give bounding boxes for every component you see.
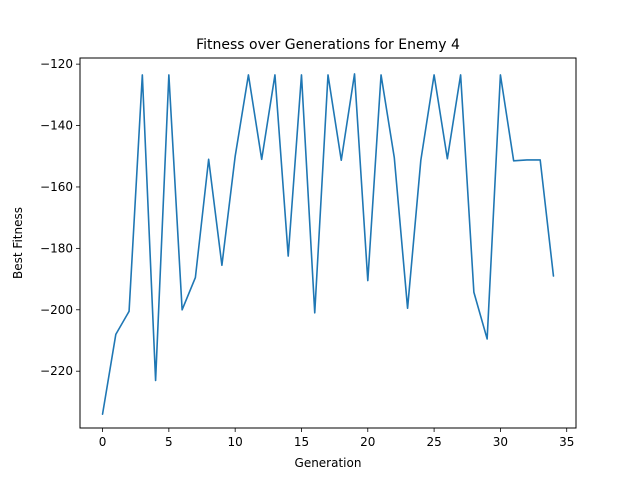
y-tick-label: −220 bbox=[40, 364, 73, 378]
x-tick-label: 0 bbox=[99, 435, 107, 449]
series-line-0 bbox=[101, 73, 555, 415]
y-tick-label: −180 bbox=[40, 241, 73, 255]
x-tick-label: 5 bbox=[165, 435, 173, 449]
y-tick-label: −160 bbox=[40, 180, 73, 194]
y-tick-label: −140 bbox=[40, 119, 73, 133]
y-tick-label: −200 bbox=[40, 303, 73, 317]
axes-frame bbox=[79, 57, 577, 429]
plot-area bbox=[101, 73, 555, 415]
x-tick-label: 25 bbox=[426, 435, 441, 449]
chart-title: Fitness over Generations for Enemy 4 bbox=[196, 37, 460, 53]
x-tick-label: 20 bbox=[360, 435, 375, 449]
x-tick-label: 15 bbox=[294, 435, 309, 449]
y-axis: −220 −200 −180 −160 −140 −120 bbox=[40, 57, 80, 378]
y-axis-label: Best Fitness bbox=[11, 207, 25, 279]
y-tick-label: −120 bbox=[40, 57, 73, 71]
x-axis-label: Generation bbox=[295, 456, 362, 470]
x-tick-label: 30 bbox=[493, 435, 508, 449]
x-tick-label: 35 bbox=[559, 435, 574, 449]
x-axis: 0 5 10 15 20 25 30 35 bbox=[99, 428, 574, 449]
x-tick-label: 10 bbox=[228, 435, 243, 449]
